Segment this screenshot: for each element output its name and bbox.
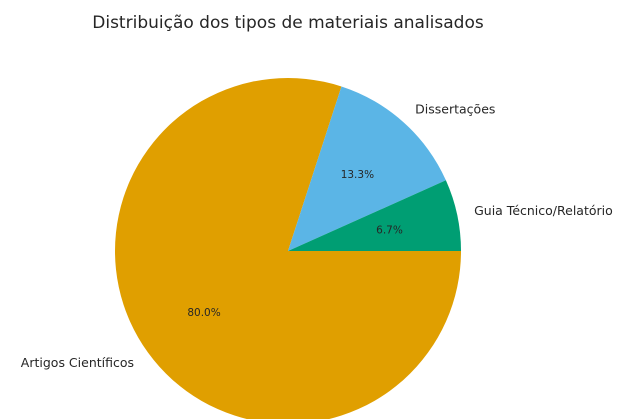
pie-slice-guia-tecnico-relatorio xyxy=(288,180,461,251)
percent-label-guia-tecnico-relatorio: 6.7% xyxy=(376,224,403,236)
category-label-dissertacoes: Dissertações xyxy=(415,101,495,116)
chart-title: Distribuição dos tipos de materiais anal… xyxy=(92,13,484,33)
category-label-guia-tecnico-relatorio: Guia Técnico/Relatório xyxy=(474,203,613,218)
pie-labels: Artigos Científicos 80.0% Dissertações 13.3… xyxy=(21,101,613,369)
pie-slice-artigos-cientificos xyxy=(115,77,461,419)
pie-slice-dissertacoes xyxy=(288,86,446,251)
percent-label-dissertacoes: 13.3% xyxy=(341,169,374,181)
category-label-artigos-cientificos: Artigos Científicos xyxy=(21,355,134,370)
pie-slices xyxy=(115,77,461,419)
percent-label-artigos-cientificos: 80.0% xyxy=(187,307,220,319)
